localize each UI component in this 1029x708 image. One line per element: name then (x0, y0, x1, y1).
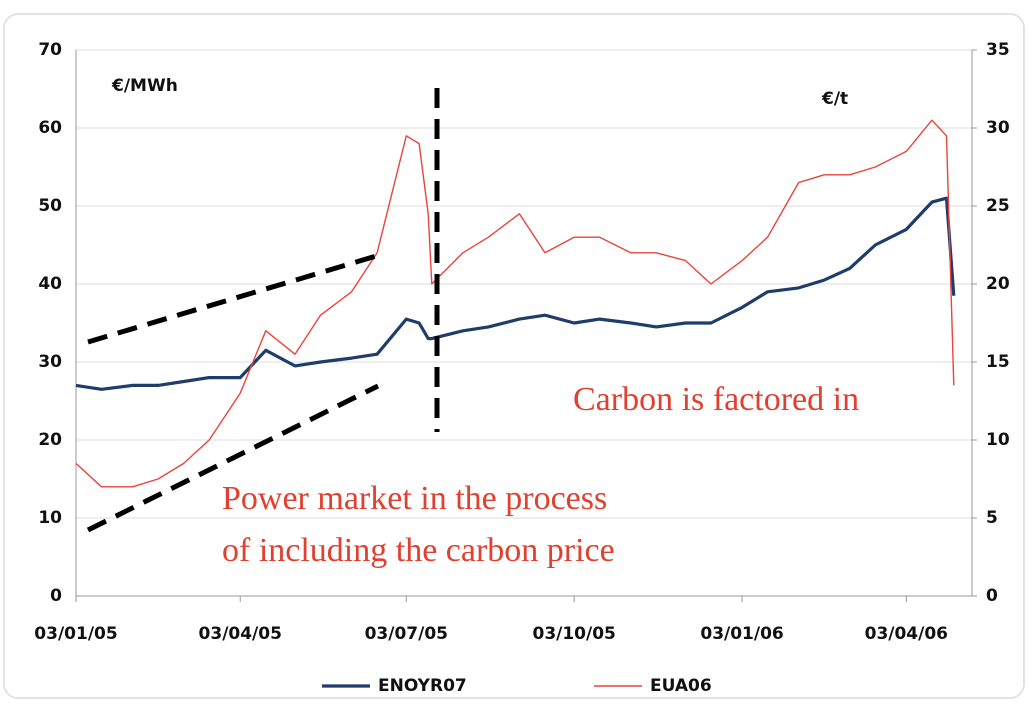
y2-tick-label: 5 (986, 508, 998, 528)
legend-label: ENOYR07 (378, 676, 467, 696)
y-tick-label: 40 (38, 274, 62, 294)
guide-line (86, 383, 380, 533)
x-tick-label: 03/01/06 (700, 624, 783, 644)
guide-line (87, 251, 384, 345)
guide-lines (86, 88, 440, 533)
right-unit: €/t (821, 89, 848, 109)
x-tick-label: 03/07/05 (365, 624, 448, 644)
left-unit: €/MWh (111, 76, 178, 96)
y-tick-label: 10 (38, 508, 62, 528)
carbon-annotation: Carbon is factored in (573, 381, 859, 418)
y2-tick-label: 20 (986, 274, 1010, 294)
y-tick-label: 50 (38, 196, 62, 216)
y2-tick-label: 10 (986, 430, 1010, 450)
y-tick-label: 20 (38, 430, 62, 450)
y2-tick-label: 35 (986, 40, 1010, 60)
power-annotation: Power market in the process (222, 480, 607, 517)
frame (3, 13, 1025, 699)
y-tick-label: 0 (50, 586, 62, 606)
x-tick-label: 03/04/05 (199, 624, 282, 644)
y-tick-label: 70 (38, 40, 62, 60)
series-line (75, 119, 955, 488)
legend-label: EUA06 (650, 676, 712, 696)
y2-tick-label: 0 (986, 586, 998, 606)
y2-tick-label: 15 (986, 352, 1010, 372)
series-line (75, 196, 956, 391)
y2-tick-label: 30 (986, 118, 1010, 138)
power-annotation: of including the carbon price (222, 532, 615, 569)
y-tick-label: 60 (38, 118, 62, 138)
x-tick-label: 03/04/06 (865, 624, 948, 644)
x-tick-label: 03/10/05 (532, 624, 615, 644)
x-tick-label: 03/01/05 (34, 624, 117, 644)
y-tick-label: 30 (38, 352, 62, 372)
y2-tick-label: 25 (986, 196, 1010, 216)
plot: 0 10 20 30 40 50 60 70 0 5 10 15 20 25 30 35 03/01/05 03/… (34, 40, 1010, 696)
